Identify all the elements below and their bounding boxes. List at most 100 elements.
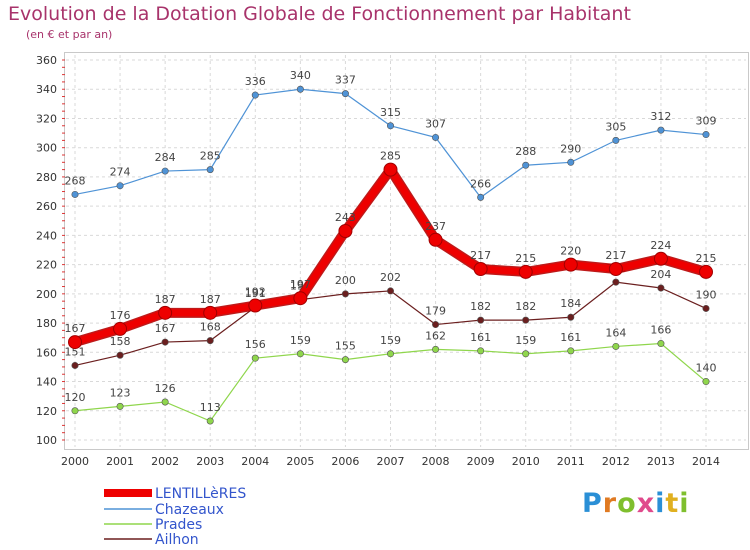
data-point (702, 304, 710, 312)
data-point (116, 182, 124, 190)
y-tick-label: 360 (36, 54, 57, 67)
legend-label: Ailhon (155, 532, 199, 548)
data-point (116, 351, 124, 359)
data-label: 309 (696, 115, 717, 128)
x-tick-label: 2009 (467, 455, 495, 468)
data-label: 340 (290, 69, 311, 82)
x-tick-label: 2012 (602, 455, 630, 468)
data-point (522, 350, 530, 358)
data-point (206, 417, 214, 425)
data-point (567, 158, 575, 166)
y-tick-label: 180 (36, 317, 57, 330)
data-label: 224 (650, 239, 671, 252)
data-label: 266 (470, 177, 491, 190)
x-tick-label: 2003 (196, 455, 224, 468)
data-label: 285 (380, 150, 401, 163)
data-label: 237 (425, 220, 446, 233)
data-label: 176 (110, 309, 131, 322)
x-tick-label: 2006 (331, 455, 359, 468)
y-tick-label: 340 (36, 83, 57, 96)
data-label: 197 (290, 278, 311, 291)
data-label: 179 (425, 305, 446, 318)
data-label: 202 (380, 271, 401, 284)
data-point (293, 291, 308, 306)
proxiti-logo: Proxiti (582, 488, 690, 519)
data-label: 187 (200, 293, 221, 306)
data-point (477, 316, 485, 324)
data-label: 164 (605, 326, 626, 339)
data-point (386, 122, 394, 130)
x-tick-label: 2014 (692, 455, 720, 468)
legend-label: LENTILLèRES (155, 486, 246, 502)
x-tick-label: 2008 (422, 455, 450, 468)
logo-letter: i (655, 488, 666, 519)
data-label: 159 (290, 334, 311, 347)
data-label: 312 (650, 110, 671, 123)
data-label: 161 (470, 331, 491, 344)
data-label: 215 (515, 252, 536, 265)
data-point (296, 85, 304, 93)
data-label: 155 (335, 340, 356, 353)
x-tick-label: 2007 (377, 455, 405, 468)
data-point (473, 262, 488, 276)
data-point (206, 337, 214, 345)
logo-letter: x (636, 488, 656, 519)
data-label: 184 (560, 297, 581, 310)
data-point (206, 166, 214, 174)
data-point (653, 251, 668, 266)
data-label: 337 (335, 74, 356, 87)
data-point (567, 347, 575, 355)
data-label: 217 (605, 249, 626, 262)
data-point (386, 350, 394, 358)
logo-letter: r (602, 488, 618, 519)
x-tick-label: 2001 (106, 455, 134, 468)
data-point (248, 298, 263, 313)
data-point (657, 340, 665, 348)
legend-item-prades: Prades (104, 517, 202, 533)
data-point (71, 190, 79, 198)
x-tick-label: 2011 (557, 455, 585, 468)
data-label: 161 (560, 331, 581, 344)
data-label: 305 (605, 120, 626, 133)
chart-subtitle: (en € et par an) (26, 28, 113, 41)
y-tick-label: 240 (36, 229, 57, 242)
data-label: 159 (515, 334, 536, 347)
data-point (612, 342, 620, 350)
data-label: 151 (65, 345, 86, 358)
data-point (296, 350, 304, 358)
data-point (477, 347, 485, 355)
data-label: 336 (245, 75, 266, 88)
data-label: 288 (515, 145, 536, 158)
data-point (71, 361, 79, 369)
data-label: 285 (200, 150, 221, 163)
legend-item-chazeaux: Chazeaux (104, 502, 224, 518)
legend-label: Prades (155, 517, 202, 533)
data-label: 215 (696, 252, 717, 265)
data-point (612, 136, 620, 144)
series-prades: 120 123 126 113 156 159 155 159 162 161 159 161 164 1… (65, 324, 717, 425)
legend-item-lentillères: LENTILLèRES (104, 486, 246, 502)
data-point (612, 278, 620, 286)
data-label: 162 (425, 329, 446, 342)
data-label: 315 (380, 106, 401, 119)
y-tick-label: 280 (36, 171, 57, 184)
x-tick-label: 2010 (512, 455, 540, 468)
y-tick-label: 120 (36, 405, 57, 418)
x-tick-label: 2002 (151, 455, 179, 468)
data-point (518, 264, 533, 279)
data-label: 120 (65, 391, 86, 404)
data-point (702, 378, 710, 386)
data-point (522, 161, 530, 169)
data-label: 243 (335, 211, 356, 224)
x-tick-label: 2005 (286, 455, 314, 468)
data-point (608, 262, 623, 276)
data-label: 190 (696, 288, 717, 301)
data-point (657, 284, 665, 292)
data-label: 274 (110, 166, 131, 179)
logo-letter: o (617, 488, 637, 519)
data-point (432, 345, 440, 353)
y-tick-label: 260 (36, 200, 57, 213)
data-label: 123 (110, 386, 131, 399)
data-point (522, 316, 530, 324)
data-label: 182 (515, 300, 536, 313)
